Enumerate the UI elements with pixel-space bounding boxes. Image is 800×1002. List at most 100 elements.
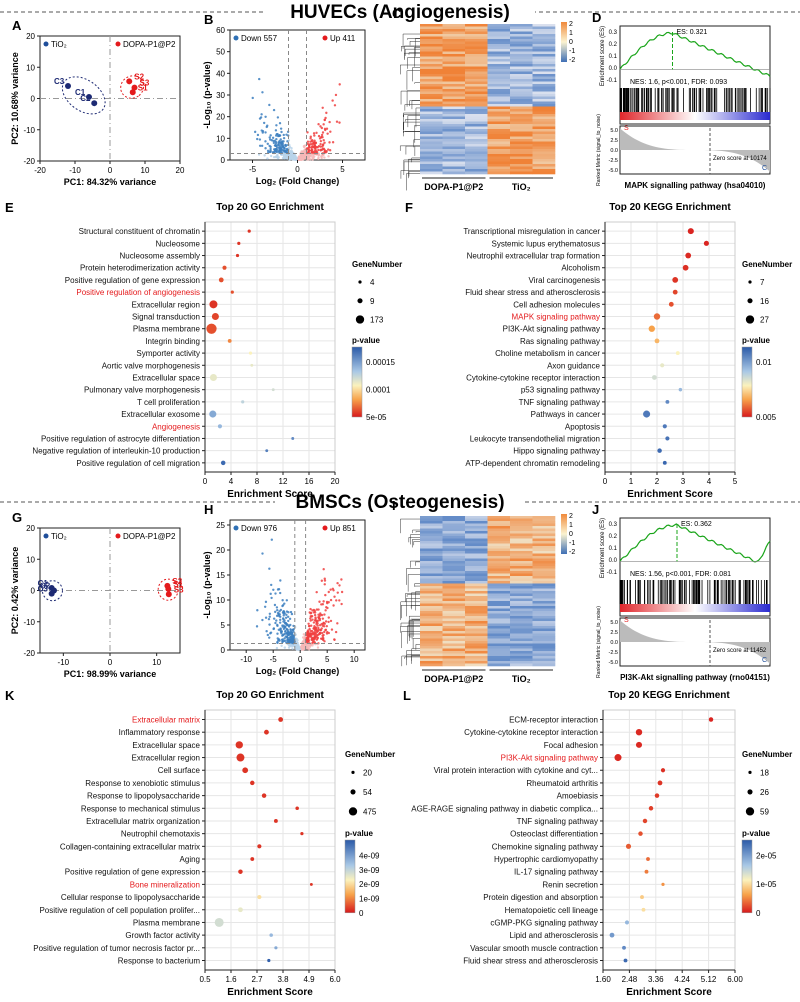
heatmap-cell (465, 643, 488, 647)
y-tick-label: 10 (26, 63, 35, 72)
volcano-point (309, 624, 313, 627)
colorbar-tick-label: -1 (569, 540, 575, 547)
heatmap-cell (487, 658, 511, 662)
heatmap-cell (487, 89, 511, 92)
enrichment-bubble (236, 753, 245, 762)
term-label: Pulmonary valve morphogenesis (84, 386, 200, 395)
heatmap-cell (442, 641, 466, 644)
heatmap-cell (442, 84, 466, 87)
heatmap-cell (465, 59, 488, 62)
heatmap-cell (487, 558, 511, 562)
term-label: Aging (180, 855, 200, 864)
heatmap-cell (532, 586, 556, 589)
legend-label-dopa: DOPA-P1@P2 (123, 40, 176, 49)
heatmap-cell (510, 44, 533, 47)
volcano-point (279, 138, 282, 141)
heatmap-cell (510, 26, 533, 30)
heatmap-cell (465, 588, 488, 592)
volcano-point (258, 144, 262, 147)
x-tick-label: 6.00 (727, 975, 743, 984)
heatmap-cell (510, 74, 533, 77)
heatmap-cell (510, 553, 533, 557)
x-tick-label: -10 (58, 658, 70, 667)
heatmap-cell (532, 84, 556, 87)
volcano-point (294, 638, 298, 642)
y-tick-label: 20 (26, 524, 35, 533)
heatmap-cell (510, 149, 533, 152)
heatmap-cell (465, 61, 488, 65)
heatmap-cell (442, 648, 466, 652)
volcano-point (327, 590, 330, 594)
heatmap-cell (510, 608, 533, 612)
rank-tick-label: -2.5 (609, 650, 618, 656)
es-tick-label: 0.0 (609, 66, 618, 72)
heatmap-cell (420, 24, 443, 27)
volcano-point (259, 116, 263, 119)
volcano-point (275, 148, 279, 152)
rank-tick-label: 5.0 (610, 128, 618, 134)
es-frame (619, 25, 771, 125)
enrichment-bubble (250, 780, 255, 786)
heatmap-cell (442, 521, 466, 524)
volcano-point (309, 140, 312, 143)
y-tick-label: 10 (216, 596, 225, 605)
heatmap-cell (420, 533, 443, 537)
volcano-point (268, 567, 271, 570)
volcano-point (318, 137, 322, 140)
x-axis-label: Enrichment Score (626, 987, 712, 998)
heatmap-cell (532, 141, 556, 145)
x-tick-label: 5 (340, 165, 345, 174)
enrichment-bubble (644, 869, 649, 874)
panel-letter: E (5, 200, 14, 215)
y-tick-label: 0 (31, 95, 36, 104)
heatmap-cell (532, 76, 556, 80)
heatmap-panel-I: I 2 1 0 -1 -2 DOPA-P1@P2 TiO₂ (392, 498, 575, 684)
enrichment-bubble (665, 399, 670, 404)
heatmap-cell (532, 44, 556, 47)
heatmap-cell (487, 581, 511, 584)
heatmap-cell (487, 69, 511, 72)
heatmap-cell (465, 101, 488, 105)
term-label: Amoebiasis (557, 792, 598, 801)
volcano-point (316, 624, 319, 627)
volcano-point (338, 584, 341, 587)
heatmap-cell (510, 124, 533, 127)
heatmap-cell (487, 164, 511, 167)
heatmap-cell (487, 626, 511, 629)
heatmap-cell (510, 518, 533, 522)
volcano-point (333, 638, 336, 641)
heatmap-cell (532, 548, 556, 552)
heatmap-cell (465, 46, 488, 50)
volcano-point (285, 635, 289, 639)
heatmap-cell (510, 104, 533, 107)
heatmap-cell (487, 119, 511, 122)
term-label: Hypertrophic cardiomyopathy (494, 855, 598, 864)
heatmap-cell (487, 603, 511, 607)
volcano-point (290, 632, 293, 635)
heatmap-cell (420, 126, 443, 130)
heatmap-cell (532, 533, 556, 537)
volcano-point (306, 156, 309, 159)
heatmap-cell (442, 578, 466, 582)
heatmap-cell (465, 44, 488, 47)
x-tick-label: 4 (707, 477, 712, 486)
heatmap-cell (420, 516, 443, 519)
heatmap-cell (510, 533, 533, 537)
heatmap-cell (510, 573, 533, 577)
heatmap-cell (442, 546, 466, 549)
heatmap-cell (532, 56, 556, 60)
y-tick-label: 20 (216, 113, 225, 122)
volcano-point (269, 592, 272, 596)
heatmap-cell (465, 648, 488, 652)
color-legend-title: p-value (352, 336, 381, 345)
heatmap-cell (420, 626, 443, 629)
rank-c-label: C (762, 165, 767, 172)
term-label: Leukocyte transendothelial migration (470, 434, 600, 443)
heatmap-cell (487, 24, 511, 27)
heatmap-cell (510, 576, 533, 579)
heatmap-cell (465, 26, 488, 30)
color-legend-label: 5e-05 (366, 413, 387, 422)
heatmap-cell (420, 136, 443, 140)
heatmap-cell (487, 661, 511, 664)
heatmap-cell (487, 76, 511, 80)
